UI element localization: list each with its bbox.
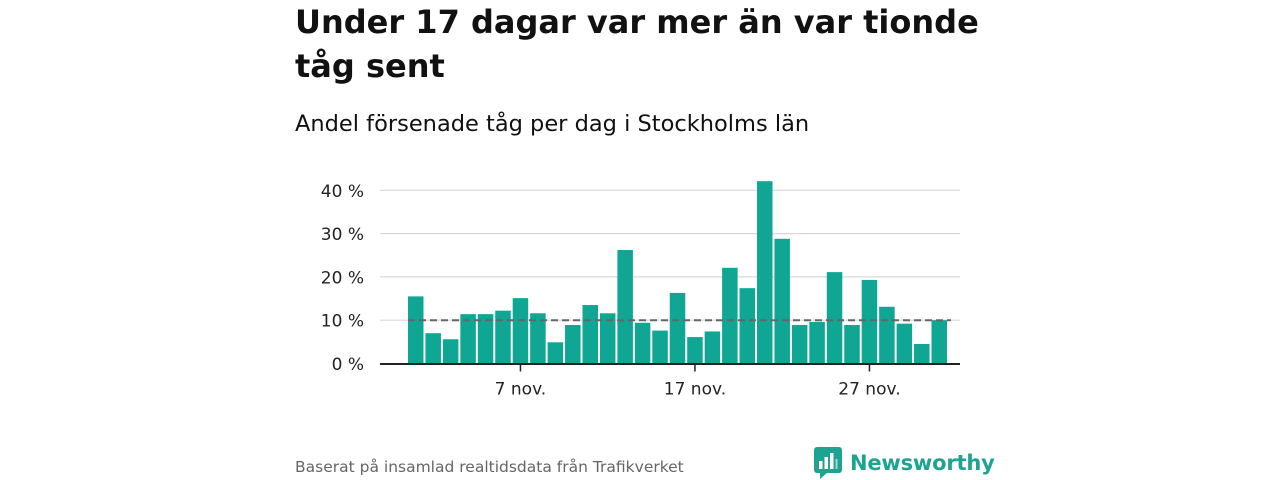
y-tick-label: 40 % — [321, 182, 364, 202]
bar — [425, 333, 441, 364]
bar — [634, 322, 651, 364]
bar — [774, 238, 790, 364]
bar — [791, 324, 808, 364]
bar — [879, 306, 895, 364]
bar — [826, 272, 843, 364]
y-tick-label: 20 % — [321, 268, 364, 288]
bar — [512, 298, 529, 364]
brand-logo: Newsworthy — [814, 446, 995, 480]
y-tick-label: 30 % — [321, 225, 364, 245]
y-tick-label: 10 % — [321, 312, 364, 332]
x-tick-label: 7 nov. — [495, 380, 547, 400]
bar — [547, 342, 564, 364]
bar — [687, 337, 703, 364]
bar — [914, 344, 930, 364]
bar — [722, 267, 738, 364]
bar — [442, 339, 459, 364]
bar — [460, 314, 476, 364]
bar — [844, 324, 860, 364]
bar — [896, 323, 913, 364]
bar — [530, 313, 546, 364]
bar — [582, 305, 598, 364]
chart-title: Under 17 dagar var mer än var tionde tåg… — [295, 3, 979, 85]
bar — [861, 279, 878, 364]
newsworthy-logo-icon — [814, 447, 842, 479]
x-tick-label: 27 nov. — [838, 380, 900, 400]
brand-name: Newsworthy — [850, 451, 995, 475]
bar — [495, 310, 511, 364]
chart-subtitle: Andel försenade tåg per dag i Stockholms… — [295, 111, 810, 137]
bar — [809, 321, 825, 364]
bar — [652, 330, 668, 364]
bar — [739, 288, 756, 364]
bar — [617, 250, 633, 364]
bar — [757, 181, 773, 364]
bar — [599, 313, 616, 364]
bar — [931, 320, 947, 364]
bar — [704, 331, 721, 364]
bar — [477, 314, 494, 364]
bar — [565, 324, 581, 364]
bar — [669, 292, 686, 364]
bar-chart: 0 % 10 % 20 % 30 % 40 % 7 nov. 17 nov. 27 nov. — [321, 181, 960, 400]
x-tick-label: 17 nov. — [664, 380, 726, 400]
source-note: Baserat på insamlad realtidsdata från Tr… — [295, 458, 684, 476]
y-tick-label: 0 % — [332, 355, 364, 375]
bar — [408, 296, 424, 364]
